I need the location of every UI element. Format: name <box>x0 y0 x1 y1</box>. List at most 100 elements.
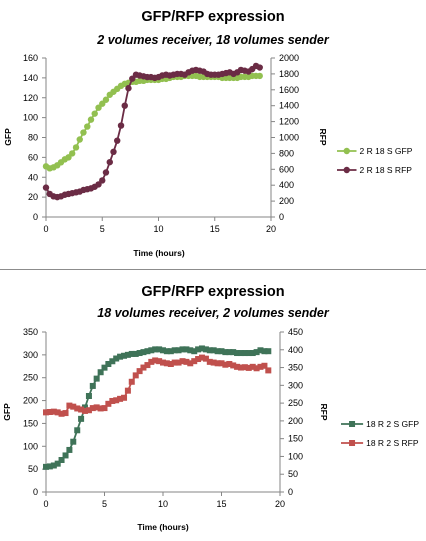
data-point-18-r-2-s-gfp <box>97 369 104 376</box>
data-point-18-r-2-s-gfp <box>226 349 233 356</box>
data-point-18-r-2-s-gfp <box>241 350 248 357</box>
y-tick-label: 250 <box>23 373 38 383</box>
data-point-18-r-2-s-rfp <box>121 394 128 401</box>
data-point-18-r-2-s-gfp <box>89 382 96 389</box>
data-point-18-r-2-s-rfp <box>43 409 49 416</box>
data-point-18-r-2-s-rfp <box>113 397 120 404</box>
data-point-18-r-2-s-rfp <box>54 409 61 416</box>
data-point-18-r-2-s-gfp <box>113 355 120 362</box>
data-point-18-r-2-s-rfp <box>241 364 248 371</box>
y-axis-label: GFP <box>2 403 12 421</box>
data-point-18-r-2-s-rfp <box>206 358 213 365</box>
y2-tick-label: 200 <box>288 416 303 426</box>
data-point-18-r-2-s-gfp <box>179 346 186 353</box>
series-line-2-r-18-s-rfp <box>45 64 261 199</box>
y2-tick-label: 1200 <box>279 117 299 127</box>
x-axis-label: Time (hours) <box>137 522 188 532</box>
data-point-18-r-2-s-gfp <box>230 349 237 356</box>
data-point-18-r-2-s-gfp <box>183 346 190 353</box>
data-point-2-r-18-s-gfp <box>87 116 95 123</box>
data-point-18-r-2-s-gfp <box>257 347 264 354</box>
data-point-18-r-2-s-rfp <box>238 364 245 371</box>
data-point-2-r-18-s-gfp <box>69 150 76 157</box>
data-point-18-r-2-s-gfp <box>78 415 85 422</box>
y-tick-label: 200 <box>23 396 38 406</box>
data-point-18-r-2-s-rfp <box>230 362 237 369</box>
data-point-2-r-18-s-gfp <box>80 129 87 136</box>
data-point-18-r-2-s-gfp <box>54 460 61 467</box>
data-point-18-r-2-s-rfp <box>97 405 104 412</box>
data-point-18-r-2-s-rfp <box>234 363 241 370</box>
data-point-18-r-2-s-rfp <box>152 357 159 364</box>
chart-subtitle: 18 volumes receiver, 2 volumes sender <box>97 306 330 320</box>
data-point-18-r-2-s-gfp <box>109 358 116 365</box>
data-point-18-r-2-s-gfp <box>101 364 108 371</box>
data-point-2-r-18-s-gfp <box>256 72 263 80</box>
data-point-2-r-18-s-gfp <box>76 136 83 143</box>
data-point-18-r-2-s-rfp <box>214 360 221 367</box>
data-point-18-r-2-s-gfp <box>136 350 143 357</box>
data-point-2-r-18-s-gfp <box>84 123 91 130</box>
data-point-18-r-2-s-rfp <box>140 364 147 371</box>
data-point-18-r-2-s-rfp <box>62 410 69 417</box>
data-point-18-r-2-s-rfp <box>202 355 209 362</box>
data-point-18-r-2-s-gfp <box>261 348 268 355</box>
data-point-18-r-2-s-gfp <box>152 346 159 353</box>
y2-tick-label: 1000 <box>279 133 299 143</box>
data-point-18-r-2-s-gfp <box>253 349 260 356</box>
legend: 2 R 18 S GFP 2 R 18 S RFP <box>337 146 413 175</box>
data-point-18-r-2-s-gfp <box>171 347 178 354</box>
data-point-18-r-2-s-gfp <box>121 352 128 359</box>
x-tick-label: 10 <box>158 499 168 509</box>
data-point-2-r-18-s-rfp <box>42 184 50 191</box>
chart-title: GFP/RFP expression <box>141 284 284 300</box>
legend-marker <box>349 421 356 427</box>
data-point-18-r-2-s-rfp <box>191 358 198 365</box>
data-point-18-r-2-s-rfp <box>160 359 166 366</box>
legend-label: 2 R 18 S GFP <box>360 146 413 156</box>
data-point-18-r-2-s-gfp <box>202 346 209 353</box>
data-point-18-r-2-s-rfp <box>265 367 272 374</box>
data-point-18-r-2-s-gfp <box>140 349 147 356</box>
data-point-18-r-2-s-rfp <box>156 358 163 365</box>
y2-tick-label: 0 <box>279 212 284 222</box>
y2-tick-label: 600 <box>279 164 294 174</box>
chart-title: GFP/RFP expression <box>141 9 284 25</box>
data-point-18-r-2-s-rfp <box>167 361 174 367</box>
y-tick-label: 60 <box>28 152 38 162</box>
data-point-18-r-2-s-gfp <box>66 446 73 453</box>
data-point-18-r-2-s-rfp <box>171 359 178 366</box>
data-point-18-r-2-s-gfp <box>214 348 221 355</box>
data-point-18-r-2-s-rfp <box>89 405 96 412</box>
data-point-18-r-2-s-gfp <box>167 348 174 355</box>
data-point-18-r-2-s-gfp <box>43 463 49 470</box>
data-point-18-r-2-s-rfp <box>245 364 252 371</box>
data-point-18-r-2-s-gfp <box>195 346 202 353</box>
y-tick-label: 50 <box>28 464 38 474</box>
y2-tick-label: 2000 <box>279 53 299 63</box>
panel-divider <box>0 269 426 270</box>
data-point-18-r-2-s-rfp <box>128 378 135 385</box>
data-point-2-r-18-s-rfp <box>256 64 263 71</box>
data-point-18-r-2-s-gfp <box>175 347 182 354</box>
data-point-18-r-2-s-gfp <box>85 393 92 399</box>
data-point-18-r-2-s-rfp <box>210 359 217 366</box>
data-point-18-r-2-s-gfp <box>265 348 272 355</box>
data-point-18-r-2-s-gfp <box>117 353 124 360</box>
data-point-18-r-2-s-rfp <box>226 361 233 367</box>
data-point-18-r-2-s-gfp <box>222 349 229 356</box>
data-point-18-r-2-s-rfp <box>78 406 85 413</box>
y2-tick-label: 1600 <box>279 85 299 95</box>
y2-tick-label: 50 <box>288 469 298 479</box>
data-point-18-r-2-s-gfp <box>74 427 81 434</box>
data-point-18-r-2-s-rfp <box>187 360 194 367</box>
data-point-2-r-18-s-rfp <box>125 85 132 92</box>
y-tick-label: 0 <box>33 212 38 222</box>
y-tick-label: 300 <box>23 350 38 360</box>
y-tick-label: 120 <box>23 93 38 103</box>
y2-tick-label: 450 <box>288 327 303 337</box>
data-point-18-r-2-s-rfp <box>249 363 256 370</box>
x-tick-label: 0 <box>43 224 48 234</box>
legend-label: 18 R 2 S GFP <box>366 419 419 429</box>
data-point-18-r-2-s-rfp <box>74 405 81 412</box>
